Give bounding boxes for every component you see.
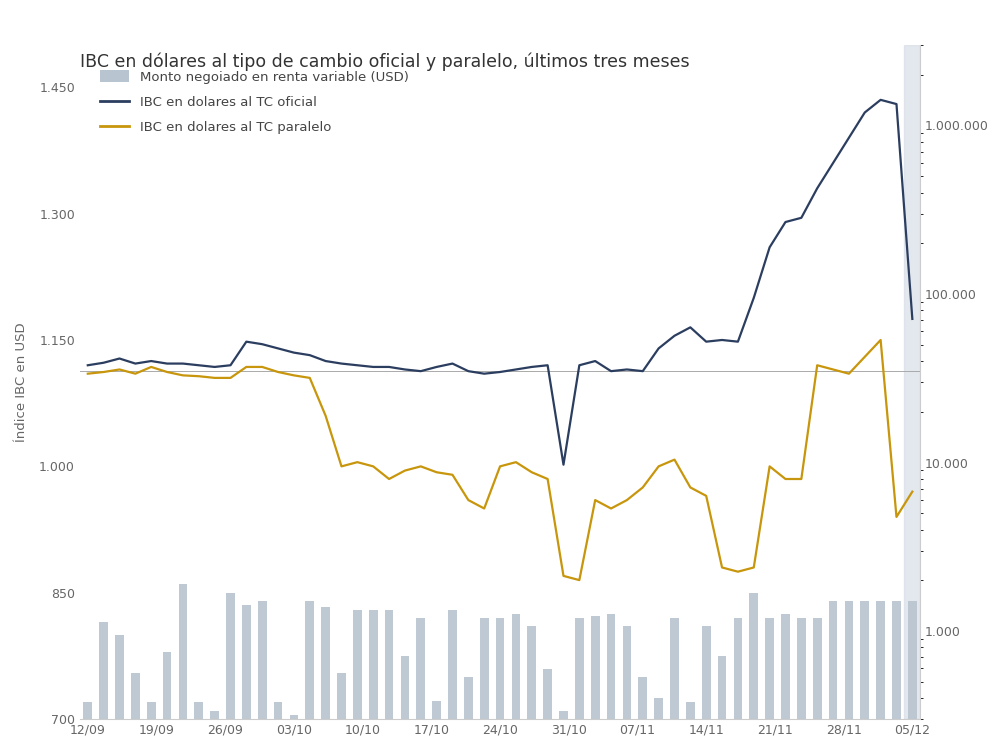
Bar — [210, 711, 219, 752]
Bar — [447, 610, 456, 752]
Bar — [179, 584, 188, 752]
Bar — [83, 702, 92, 752]
Bar — [274, 702, 282, 752]
Bar — [305, 601, 314, 752]
Bar — [717, 656, 726, 752]
Bar — [764, 618, 773, 752]
Bar — [780, 614, 789, 752]
Bar — [368, 610, 377, 752]
Bar — [669, 618, 678, 752]
Bar — [353, 610, 361, 752]
Bar — [416, 618, 424, 752]
Legend: Monto negoiado en renta variable (USD), IBC en dolares al TC oficial, IBC en dol: Monto negoiado en renta variable (USD), … — [94, 65, 413, 140]
Y-axis label: Índice IBC en USD: Índice IBC en USD — [15, 323, 28, 442]
Bar — [337, 673, 345, 752]
Bar — [827, 601, 837, 752]
Bar — [115, 635, 123, 752]
Bar — [258, 601, 267, 752]
Bar — [844, 601, 853, 752]
Bar — [99, 622, 108, 752]
Bar — [289, 715, 298, 752]
Bar — [748, 593, 757, 752]
Bar — [130, 673, 139, 752]
Bar — [226, 593, 235, 752]
Bar — [796, 618, 804, 752]
Bar — [904, 45, 920, 719]
Bar — [527, 626, 536, 752]
Bar — [146, 702, 155, 752]
Bar — [860, 601, 869, 752]
Bar — [400, 656, 409, 752]
Bar — [638, 677, 647, 752]
Text: IBC en dólares al tipo de cambio oficial y paralelo, últimos tres meses: IBC en dólares al tipo de cambio oficial… — [80, 53, 689, 71]
Bar — [242, 605, 251, 752]
Bar — [654, 698, 662, 752]
Bar — [701, 626, 710, 752]
Bar — [876, 601, 884, 752]
Bar — [495, 618, 504, 752]
Bar — [622, 626, 631, 752]
Bar — [463, 677, 472, 752]
Bar — [733, 618, 741, 752]
Bar — [590, 617, 599, 752]
Bar — [892, 601, 900, 752]
Bar — [812, 618, 820, 752]
Bar — [321, 607, 330, 752]
Bar — [907, 601, 916, 752]
Bar — [479, 618, 488, 752]
Bar — [162, 652, 172, 752]
Bar — [575, 618, 583, 752]
Bar — [195, 702, 203, 752]
Bar — [384, 610, 393, 752]
Bar — [432, 701, 440, 752]
Bar — [606, 614, 615, 752]
Bar — [512, 614, 520, 752]
Bar — [559, 711, 568, 752]
Bar — [543, 669, 552, 752]
Bar — [685, 702, 694, 752]
